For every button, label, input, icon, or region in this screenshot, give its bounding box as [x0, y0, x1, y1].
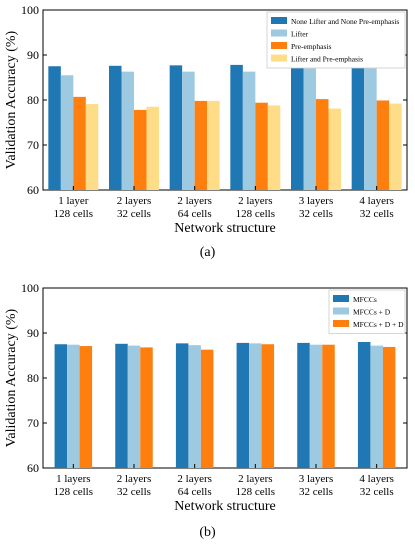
chart-a-ytick-label: 80 — [27, 93, 39, 107]
chart-a-bar-3-series-1 — [169, 65, 183, 190]
chart-a-legend-swatch-3 — [271, 42, 287, 49]
chart-b-xtick-label-line2: 32 cells — [360, 486, 394, 498]
chart-b-y-axis-label: Validation Accuracy (%) — [4, 308, 19, 447]
chart-a-legend-box — [266, 11, 406, 69]
chart-a-bar-3-series-4 — [207, 100, 220, 190]
chart-b-bar-5-series-1 — [297, 342, 310, 468]
chart-b-legend-swatch-2 — [333, 307, 349, 315]
chart-a-xtick-label-line1: 2 layers — [238, 195, 273, 207]
chart-a-bar-1-series-2 — [60, 75, 74, 190]
chart-a-bar-6-series-3 — [376, 100, 390, 190]
chart-a-ytick-label: 100 — [21, 3, 39, 17]
chart-a-xtick-label-line2: 128 cells — [54, 208, 93, 220]
chart-b-legend-label-1: MFCCs — [353, 295, 377, 304]
chart-a-ytick-label: 70 — [27, 138, 39, 152]
chart-b-xtick-label-line2: 128 cells — [236, 486, 275, 498]
chart-b-bar-3-series-3 — [200, 349, 214, 468]
chart-b-xtick-label-line1: 3 layers — [299, 473, 334, 485]
chart-a-xtick-label-line1: 3 layers — [299, 195, 334, 207]
chart-a-legend-swatch-4 — [271, 54, 287, 62]
chart-b-legend-swatch-3 — [333, 320, 349, 327]
chart-b-legend-label-3: MFCCs + D + D — [353, 320, 404, 329]
chart-a-legend-label-3: Pre-emphasis — [291, 42, 331, 51]
chart-b-bar-4-series-3 — [261, 344, 275, 468]
chart-b-xtick-label-line1: 2 layers — [117, 473, 152, 485]
chart-b-legend-label-2: MFCCs + D — [353, 308, 391, 317]
chart-a-bar-4-series-3 — [255, 102, 268, 190]
chart-b-bar-6-series-1 — [357, 342, 371, 468]
chart-a-xtick-label-line2: 32 cells — [117, 208, 151, 220]
chart-b-legend-swatch-1 — [333, 295, 349, 302]
chart-a-xtick-label-line2: 32 cells — [299, 208, 333, 220]
chart-a-bar-5-series-2 — [303, 68, 316, 190]
chart-a-ytick-label: 90 — [27, 48, 39, 62]
chart-b-bar-1-series-2 — [67, 344, 80, 468]
chart-a-legend-swatch-2 — [271, 29, 287, 37]
chart-b-bar-3-series-2 — [188, 345, 201, 468]
chart-b-bar-2-series-1 — [115, 343, 128, 468]
chart-a-legend-label-2: Lifter — [291, 30, 309, 39]
chart-a-bar-4-series-2 — [242, 71, 256, 190]
chart-b-bar-1-series-3 — [79, 346, 93, 468]
chart-a-bar-3-series-3 — [194, 100, 208, 190]
chart-a-bar-2-series-3 — [134, 109, 147, 190]
chart-a-bar-5-series-4 — [328, 108, 341, 190]
chart-a-xtick-label-line2: 32 cells — [360, 208, 394, 220]
chart-b-xtick-label-line2: 64 cells — [178, 486, 212, 498]
chart-b-bar-6-series-2 — [370, 345, 383, 468]
chart-b-xtick-label-line2: 32 cells — [117, 486, 151, 498]
chart-b-ytick-label: 100 — [21, 281, 39, 295]
chart-b-bar-4-series-2 — [249, 343, 262, 468]
chart-b-bar-5-series-3 — [322, 344, 335, 468]
chart-b-xtick-label-line1: 1 layers — [56, 473, 91, 485]
chart-a-bar-6-series-2 — [364, 66, 377, 190]
chart-a-bar-3-series-2 — [182, 71, 195, 190]
chart-a-xtick-label-line1: 2 layers — [177, 195, 212, 207]
chart-b-bar-5-series-2 — [309, 344, 323, 468]
chart-a-xtick-label-line2: 128 cells — [236, 208, 275, 220]
chart-a-xtick-label-line1: 4 layers — [359, 195, 394, 207]
chart-b-xtick-label-line2: 32 cells — [299, 486, 333, 498]
chart-b-bar-1-series-1 — [54, 344, 68, 468]
chart-b-ytick-label: 60 — [27, 461, 39, 475]
chart-a-x-axis-label: Network structure — [174, 221, 275, 236]
chart-b-ytick-label: 80 — [27, 371, 39, 385]
chart-a-xtick-label-line1: 1 layer — [58, 195, 89, 207]
chart-a-bar-2-series-4 — [146, 106, 159, 190]
chart-b-xtick-label-line1: 4 layers — [359, 473, 394, 485]
chart-a-legend-label-1: None Lifter and None Pre-emphasis — [291, 17, 399, 26]
chart-a-bar-2-series-1 — [109, 65, 122, 190]
panel-label-a: (a) — [199, 245, 216, 260]
chart-a-legend-label-4: Lifter and Pre-emphasis — [291, 55, 363, 64]
chart-b-bar-2-series-2 — [127, 345, 141, 468]
chart-a-ytick-label: 60 — [27, 183, 39, 197]
chart-b-bar-6-series-3 — [382, 346, 396, 468]
chart-a-y-axis-label: Validation Accuracy (%) — [4, 30, 19, 169]
chart-a-bar-4-series-1 — [230, 64, 243, 190]
chart-b-bar-4-series-1 — [236, 342, 250, 468]
chart-b-x-axis-label: Network structure — [174, 499, 275, 514]
chart-a-xtick-label-line1: 2 layers — [117, 195, 152, 207]
chart-a-legend-swatch-1 — [271, 17, 287, 24]
chart-a-xtick-label-line2: 64 cells — [178, 208, 212, 220]
chart-b-xtick-label-line1: 2 layers — [177, 473, 212, 485]
chart-a-bar-1-series-3 — [73, 96, 86, 190]
chart-a-bar-5-series-1 — [291, 64, 304, 190]
chart-a-bar-2-series-2 — [121, 71, 134, 190]
chart-b-xtick-label-line1: 2 layers — [238, 473, 273, 485]
chart-b-ytick-label: 90 — [27, 326, 39, 340]
chart-b-bar-3-series-1 — [175, 343, 189, 468]
chart-a-bar-4-series-4 — [267, 105, 281, 190]
chart-a-bar-1-series-1 — [48, 66, 61, 190]
panel-label-b: (b) — [199, 525, 216, 540]
chart-b-bar-2-series-3 — [140, 347, 153, 468]
chart-a-bar-1-series-4 — [85, 104, 99, 190]
chart-a-bar-6-series-1 — [351, 64, 365, 190]
chart-a-bar-5-series-3 — [316, 99, 329, 190]
chart-b-ytick-label: 70 — [27, 416, 39, 430]
chart-b-xtick-label-line2: 128 cells — [54, 486, 93, 498]
chart-a-bar-6-series-4 — [389, 103, 402, 190]
